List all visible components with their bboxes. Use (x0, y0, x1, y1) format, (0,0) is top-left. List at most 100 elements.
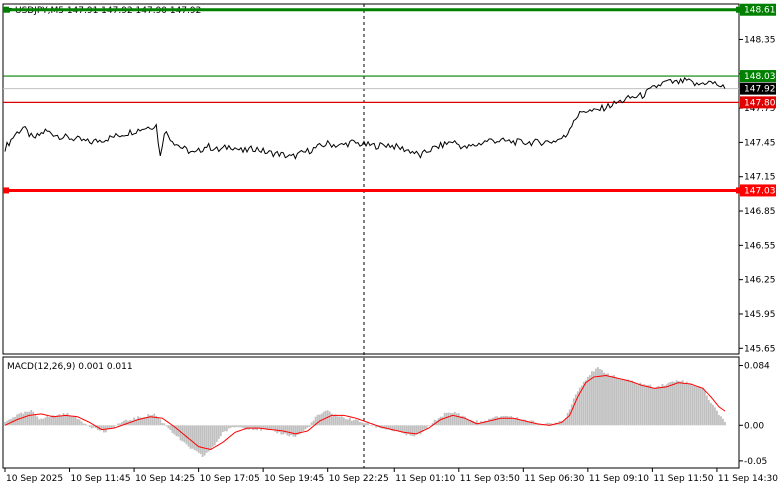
macd-histogram-bar (328, 411, 331, 426)
macd-histogram-bar (453, 411, 456, 426)
macd-histogram-bar (26, 411, 29, 426)
macd-histogram-bar (18, 413, 21, 426)
x-tick-label: 10 Sep 17:05 (200, 474, 260, 484)
macd-histogram-bar (115, 425, 117, 426)
macd-histogram-bar (463, 416, 466, 426)
y-tick-label: 146.55 (744, 241, 776, 251)
last-price-label: 147.92 (744, 85, 776, 95)
macd-histogram-bar (199, 425, 202, 455)
macd-histogram-bar (76, 418, 79, 426)
macd-histogram-bar (476, 420, 478, 426)
macd-histogram-bar (685, 381, 688, 426)
macd-histogram-bar (572, 398, 575, 426)
macd-histogram-bar (56, 415, 59, 426)
macd-histogram-bar (272, 425, 275, 431)
macd-histogram-bar (346, 419, 349, 426)
macd-histogram-bar (570, 404, 573, 426)
macd-histogram-bar (221, 425, 224, 433)
macd-histogram-bar (44, 417, 47, 426)
macd-histogram-bar (697, 387, 700, 426)
macd-histogram-bar (316, 414, 319, 426)
macd-histogram-bar (411, 425, 414, 436)
macd-histogram-bar (159, 419, 162, 426)
macd-histogram-bar (141, 417, 144, 426)
macd-histogram-bar (687, 383, 690, 426)
macd-histogram-bar (689, 383, 692, 426)
macd-histogram-bar (709, 402, 712, 426)
macd-histogram-bar (457, 413, 460, 426)
macd-histogram-bar (593, 371, 595, 426)
macd-histogram-bar (227, 425, 230, 429)
macd-histogram-bar (465, 418, 468, 426)
price-line (4, 76, 726, 160)
macd-histogram-bar (268, 425, 271, 430)
macd-histogram-bar (310, 422, 313, 426)
macd-histogram-bar (8, 419, 10, 426)
macd-histogram-bar (369, 424, 371, 426)
macd-histogram-bar (4, 422, 6, 426)
macd-histogram-bar (576, 391, 579, 426)
macd-histogram-bar (72, 415, 75, 426)
macd-histogram-bar (30, 409, 33, 426)
macd-histogram-bar (80, 421, 83, 426)
macd-histogram-bar (113, 425, 115, 429)
macd-histogram-bar (461, 415, 464, 426)
y-tick-label: 148.35 (744, 35, 776, 45)
macd-histogram-bar (639, 382, 642, 426)
x-tick-label: 11 Sep 14:30 (718, 474, 778, 484)
level-price-label: 148.61 (744, 6, 776, 16)
macd-histogram-bar (90, 425, 93, 429)
macd-histogram-bar (330, 413, 333, 426)
macd-histogram-bar (673, 382, 676, 426)
level-price-label: 147.03 (744, 186, 776, 196)
macd-histogram-bar (691, 385, 694, 426)
macd-histogram-bar (236, 425, 238, 428)
macd-histogram-bar (437, 418, 440, 426)
macd-histogram-bar (350, 420, 353, 426)
macd-histogram-bar (625, 380, 628, 426)
macd-histogram-bar (312, 420, 315, 426)
macd-histogram-bar (264, 425, 267, 430)
macd-histogram-bar (296, 425, 299, 435)
macd-histogram-bar (661, 383, 664, 426)
macd-histogram-bar (619, 378, 622, 426)
macd-histogram-bar (586, 376, 589, 426)
macd-histogram-bar (193, 425, 196, 450)
macd-histogram-bar (359, 421, 361, 426)
macd-histogram-bar (651, 387, 654, 426)
x-tick-label: 10 Sep 22:25 (329, 474, 389, 484)
macd-histogram-bar (605, 373, 607, 426)
macd-histogram-bar (705, 395, 708, 426)
macd-histogram-bar (621, 379, 624, 426)
macd-histogram-bar (234, 425, 236, 428)
macd-histogram-bar (584, 380, 587, 426)
macd-histogram-bar (423, 425, 426, 430)
macd-histogram-bar (568, 409, 571, 426)
y-tick-label: 146.85 (744, 207, 776, 217)
macd-histogram-bar (699, 388, 702, 426)
macd-histogram-bar (433, 419, 436, 426)
macd-histogram-bar (187, 425, 190, 447)
macd-histogram-bar (157, 418, 160, 426)
macd-histogram-bar (526, 421, 529, 426)
macd-histogram-bar (137, 416, 140, 426)
macd-histogram-bar (175, 425, 178, 437)
macd-histogram-bar (250, 425, 252, 429)
macd-histogram-bar (240, 425, 242, 428)
macd-histogram-bar (455, 413, 458, 426)
macd-histogram-bar (38, 419, 41, 426)
macd-histogram-bar (574, 394, 577, 426)
macd-histogram-bar (486, 421, 488, 426)
macd-histogram-bar (278, 425, 281, 433)
macd-histogram-bar (292, 425, 295, 437)
macd-histogram-bar (367, 422, 369, 426)
macd-histogram-bar (225, 425, 228, 432)
macd-histogram-bar (300, 425, 303, 432)
macd-histogram-bar (703, 390, 706, 426)
macd-histogram-bar (344, 419, 347, 426)
level-price-tag (740, 70, 776, 83)
macd-histogram-bar (482, 421, 484, 426)
macd-histogram-bar (244, 425, 246, 430)
macd-histogram-bar (716, 410, 718, 426)
